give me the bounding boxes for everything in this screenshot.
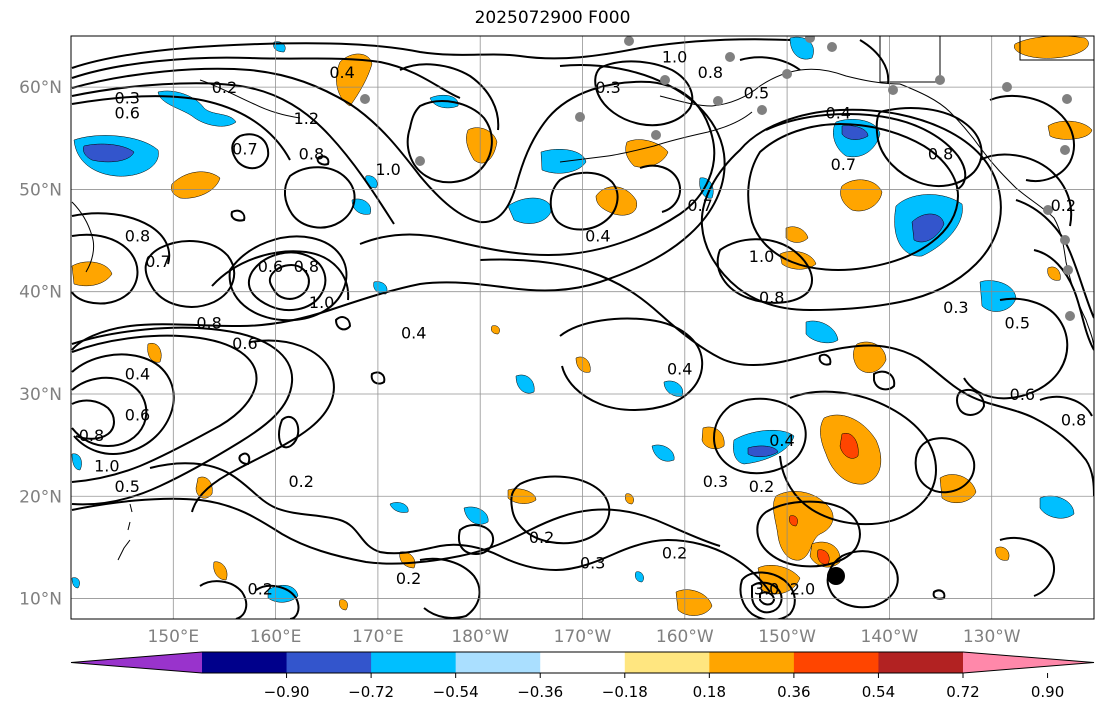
- longitude-label: 160°E: [250, 627, 302, 647]
- colorbar-tick-label: −0.90: [264, 683, 310, 701]
- colorbar-segment: [455, 652, 541, 673]
- contour-label: 0.4: [769, 431, 794, 450]
- contour-label: 0.2: [1051, 196, 1076, 215]
- colorbar-extend-high: [963, 652, 1094, 673]
- longitude-label: 140°W: [861, 627, 919, 647]
- contour-label: 0.6: [125, 405, 150, 424]
- station-markers: [360, 36, 1075, 321]
- latitude-label: 50°N: [19, 180, 62, 200]
- contour-label: 0.8: [125, 226, 150, 245]
- longitude-label: 160°W: [656, 627, 714, 647]
- storm-center-marker: [827, 567, 845, 585]
- longitude-labels: 150°E 160°E 170°E 180°W 170°W 160°W 150°W 140°W…: [147, 627, 1020, 647]
- negative-shading: [71, 36, 1075, 603]
- contour-label: 1.0: [309, 293, 334, 312]
- map-frame: [70, 35, 1095, 620]
- contour-label: 0.7: [831, 155, 856, 174]
- colorbar-tick-label: 0.90: [1031, 683, 1064, 701]
- contour-label: 0.2: [529, 528, 554, 547]
- contour-label: 0.6: [258, 257, 283, 276]
- latitude-label: 20°N: [19, 487, 62, 507]
- colorbar-tick-label: 0.72: [946, 683, 979, 701]
- longitude-label: 170°W: [554, 627, 612, 647]
- colorbar-segment: [540, 652, 626, 673]
- contour-label: 0.8: [698, 63, 723, 82]
- contour-label: 0.8: [294, 257, 319, 276]
- contour-label: 0.7: [145, 252, 170, 271]
- contour-lines: [71, 38, 1094, 619]
- longitude-label: 180°W: [451, 627, 509, 647]
- contour-label: 3.0: [754, 579, 779, 598]
- contour-labels: 0.40.20.30.60.71.20.81.00.80.7 0.6 0.81.00…: [79, 47, 1087, 598]
- contour-label: 2.0: [790, 579, 815, 598]
- latitude-labels: 60°N 50°N 40°N 30°N 20°N 10°N: [19, 78, 62, 609]
- longitude-label: 130°W: [963, 627, 1021, 647]
- colorbar-extend-low: [71, 652, 202, 673]
- map-plot-area: 0.40.20.30.60.71.20.81.00.80.7 0.6 0.81.00…: [71, 36, 1094, 619]
- colorbar-segment: [878, 652, 964, 673]
- colorbar-tick-label: −0.72: [348, 683, 394, 701]
- longitude-label: 170°E: [352, 627, 404, 647]
- map-gridlines: [71, 36, 1094, 619]
- latitude-label: 10°N: [19, 590, 62, 610]
- contour-label: 0.3: [943, 298, 968, 317]
- contour-label: 0.8: [196, 313, 221, 332]
- contour-label: 0.2: [288, 472, 313, 491]
- contour-label: 0.3: [115, 88, 140, 107]
- contour-label: 0.2: [749, 477, 774, 496]
- contour-label: 0.3: [703, 472, 728, 491]
- contour-label: 0.2: [662, 544, 687, 563]
- contour-label: 0.4: [125, 365, 150, 384]
- colorbar-tick-label: 0.54: [862, 683, 895, 701]
- contour-label: 0.2: [248, 579, 273, 598]
- contour-label: 0.8: [299, 145, 324, 164]
- colorbar-tick-label: 0.18: [693, 683, 726, 701]
- latitude-label: 40°N: [19, 283, 62, 303]
- colorbar-segment: [624, 652, 710, 673]
- contour-label: 0.6: [1010, 385, 1035, 404]
- contour-label: 0.2: [396, 569, 421, 588]
- longitude-label: 150°W: [758, 627, 816, 647]
- contour-label: 0.5: [115, 477, 140, 496]
- colorbar-segment: [371, 652, 457, 673]
- contour-label: 0.8: [759, 288, 784, 307]
- contour-label: 0.8: [1061, 411, 1086, 430]
- colorbar-segment: [286, 652, 372, 673]
- contour-label: 1.0: [749, 247, 774, 266]
- contour-label: 0.5: [744, 83, 769, 102]
- contour-label: 0.6: [115, 104, 140, 123]
- colorbar-tick-label: 0.36: [777, 683, 810, 701]
- contour-label: 0.4: [826, 104, 851, 123]
- contour-label: 0.8: [928, 145, 953, 164]
- contour-label: 1.0: [94, 457, 119, 476]
- latitude-label: 60°N: [19, 78, 62, 98]
- contour-label: 1.0: [375, 160, 400, 179]
- colorbar-outline: [70, 651, 1095, 674]
- colorbar-segment: [202, 652, 288, 673]
- longitude-label: 150°E: [147, 627, 199, 647]
- contour-label: 0.4: [401, 324, 426, 343]
- colorbar: −0.90 −0.72 −0.54 −0.36 −0.18 0.18 0.36 0.54 0.7…: [70, 651, 1095, 701]
- contour-label: 1.2: [294, 109, 319, 128]
- contour-label: 0.6: [232, 334, 257, 353]
- contour-label: 0.3: [580, 554, 605, 573]
- contour-label: 0.7: [687, 196, 712, 215]
- contour-label: 0.2: [212, 78, 237, 97]
- contour-label: 0.5: [1005, 313, 1030, 332]
- map-title: 2025072900 F000: [474, 8, 631, 28]
- latitude-label: 30°N: [19, 385, 62, 405]
- contour-label: 0.4: [585, 226, 610, 245]
- contour-label: 0.4: [667, 359, 692, 378]
- colorbar-tick-label: −0.54: [433, 683, 479, 701]
- contour-label: 0.4: [329, 63, 354, 82]
- colorbar-segment: [793, 652, 879, 673]
- contour-label: 0.3: [595, 78, 620, 97]
- colorbar-tick-label: −0.36: [517, 683, 563, 701]
- colorbar-segment: [709, 652, 795, 673]
- colorbar-tick-label: −0.18: [602, 683, 648, 701]
- contour-label: 1.0: [662, 47, 687, 66]
- contour-label: 0.8: [79, 426, 104, 445]
- contour-label: 0.7: [232, 140, 257, 159]
